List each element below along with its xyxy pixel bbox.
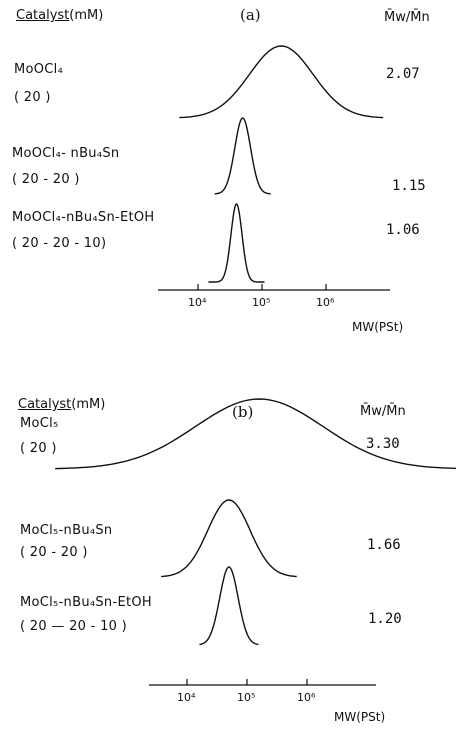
- panel-label-b: (b): [232, 403, 254, 421]
- catalyst-name: MoOCl₄-nBu₄Sn-EtOH: [12, 210, 155, 225]
- tick-label: 10⁵: [237, 691, 256, 704]
- catalyst-name: MoOCl₄- nBu₄Sn: [12, 146, 120, 161]
- tick-label: 10⁶: [297, 691, 316, 704]
- gpc-curve: [208, 203, 265, 283]
- plot-b: [55, 398, 456, 686]
- dispersity-value: 2.07: [386, 66, 420, 82]
- x-axis-label-b: MW(PSt): [334, 710, 386, 724]
- catalyst-ratio: ( 20 ): [20, 441, 57, 456]
- dispersity-header-b: M̄w/M̄n: [360, 404, 406, 419]
- catalyst-ratio: ( 20 - 20 ): [12, 172, 80, 187]
- dispersity-value: 1.20: [368, 611, 402, 627]
- catalyst-ratio: ( 20 - 20 - 10): [12, 236, 107, 251]
- gpc-curve: [161, 499, 297, 578]
- dispersity-header-a: M̄w/M̄n: [384, 10, 430, 25]
- dispersity-value: 1.06: [386, 222, 420, 238]
- tick-label: 10⁵: [252, 296, 271, 309]
- gpc-curve: [199, 566, 259, 646]
- catalyst-header-a: Catalyst(mM): [16, 8, 104, 23]
- tick-label: 10⁴: [177, 691, 196, 704]
- catalyst-ratio: ( 20 — 20 - 10 ): [20, 619, 128, 634]
- plot-a: [158, 45, 390, 291]
- gpc-curve: [55, 398, 456, 470]
- catalyst-header-b: Catalyst(mM): [18, 397, 106, 412]
- panel-label-a: (a): [240, 6, 261, 24]
- panel-a: Catalyst(mM) (a) M̄w/M̄n MoOCl₄ ( 20 ) 2…: [12, 6, 430, 334]
- gpc-curve: [179, 45, 384, 119]
- catalyst-name: MoOCl₄: [14, 62, 64, 77]
- panel-b: Catalyst(mM) (b) M̄w/M̄n MoCl₅ ( 20 ) 3.…: [0, 365, 456, 730]
- catalyst-name: MoCl₅-nBu₄Sn-EtOH: [20, 595, 152, 610]
- tick-label: 10⁶: [316, 296, 335, 309]
- x-axis-label-a: MW(PSt): [352, 320, 404, 334]
- catalyst-name: MoCl₅-nBu₄Sn: [20, 523, 113, 538]
- catalyst-name: MoCl₅: [20, 416, 59, 431]
- dispersity-value: 3.30: [366, 436, 400, 452]
- catalyst-ratio: ( 20 - 20 ): [20, 545, 88, 560]
- gpc-curve: [214, 117, 271, 195]
- dispersity-value: 1.66: [367, 537, 401, 553]
- tick-label: 10⁴: [188, 296, 207, 309]
- catalyst-ratio: ( 20 ): [14, 90, 51, 105]
- dispersity-value: 1.15: [392, 178, 426, 194]
